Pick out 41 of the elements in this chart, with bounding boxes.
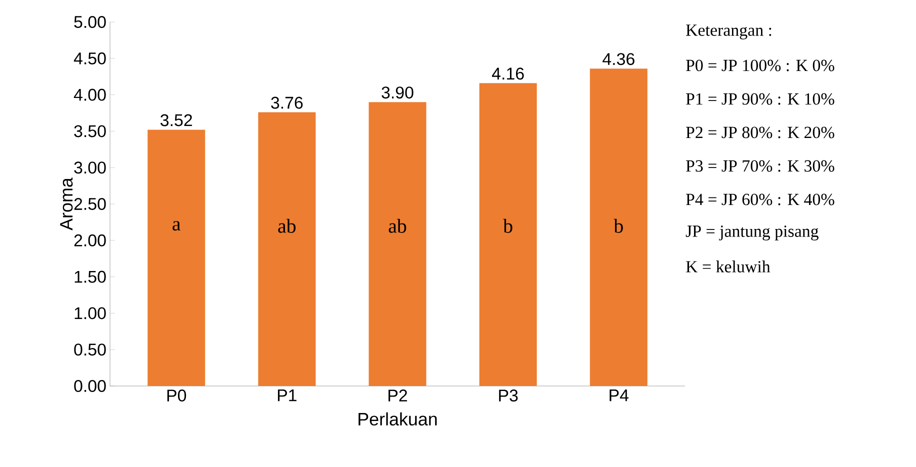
y-tick-label: 2.00 bbox=[74, 234, 106, 246]
text: P2 = JP 80% : K 20% bbox=[686, 126, 834, 138]
data-label: 3.52 bbox=[160, 114, 192, 126]
y-tick-label: 0.50 bbox=[74, 344, 106, 356]
data-label: 4.16 bbox=[492, 68, 524, 80]
annotation: ab bbox=[388, 218, 406, 233]
text: P4 = JP 60% : K 40% bbox=[686, 194, 834, 206]
x-tick-label: P1 bbox=[278, 390, 296, 402]
y-axis-title: Aroma bbox=[60, 178, 73, 230]
x-axis-title: Perlakuan bbox=[358, 412, 437, 426]
text: P3 = JP 70% : K 30% bbox=[686, 160, 834, 172]
text: JP = jantung pisang bbox=[686, 226, 818, 240]
y-tick-label: 0.00 bbox=[74, 380, 106, 392]
x-tick-label: P4 bbox=[610, 390, 629, 402]
bar bbox=[258, 112, 316, 386]
x-tick-label: P3 bbox=[499, 390, 518, 402]
y-tick-label: 5.00 bbox=[74, 16, 106, 28]
text: P1 = JP 90% : K 10% bbox=[686, 93, 834, 105]
text: K = keluwih bbox=[686, 260, 770, 272]
x-tick-label: P0 bbox=[167, 390, 186, 402]
y-tick-label: 1.00 bbox=[74, 307, 106, 320]
data-label: 3.76 bbox=[271, 96, 303, 109]
bar bbox=[590, 68, 648, 386]
bar bbox=[479, 83, 537, 386]
y-tick-label: 2.50 bbox=[74, 198, 106, 210]
text: P0 = JP 100% : K 0% bbox=[686, 60, 834, 72]
x-tick-label: P2 bbox=[388, 390, 408, 402]
annotation: b bbox=[614, 218, 623, 233]
data-label: 4.36 bbox=[602, 53, 634, 66]
bar bbox=[368, 102, 426, 386]
annotation: ab bbox=[278, 218, 296, 233]
bar bbox=[148, 130, 206, 386]
annotation: a bbox=[172, 221, 180, 231]
annotation: b bbox=[503, 218, 512, 233]
y-tick-label: 3.50 bbox=[74, 125, 106, 138]
y-tick-label: 1.50 bbox=[74, 270, 106, 283]
y-tick-label: 3.00 bbox=[74, 162, 106, 174]
y-tick-label: 4.50 bbox=[74, 52, 106, 64]
text: Keterangan : bbox=[686, 24, 772, 40]
data-label: 3.90 bbox=[382, 86, 414, 99]
y-tick-label: 4.00 bbox=[74, 88, 106, 101]
